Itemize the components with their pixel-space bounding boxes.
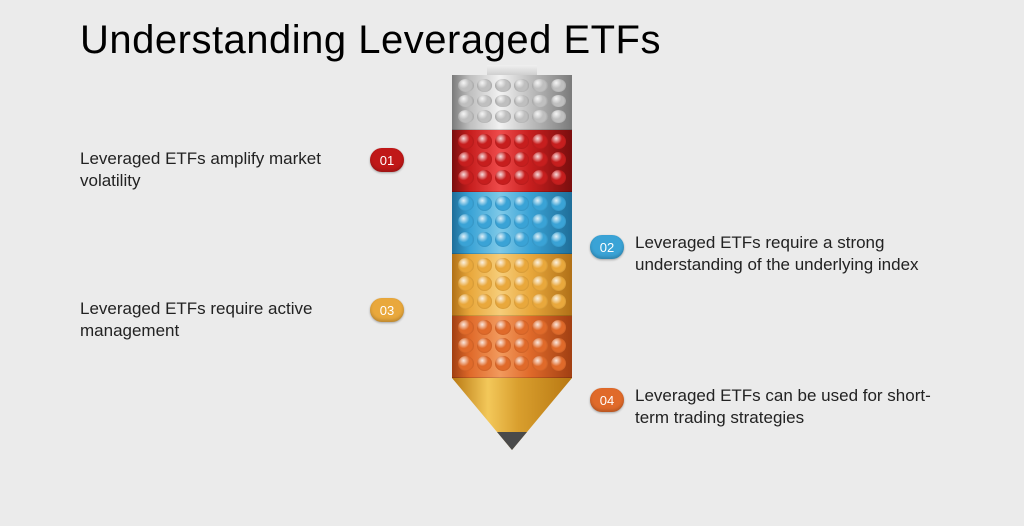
pencil-tip [452,378,572,448]
badge-04: 04 [590,388,624,412]
callout-02: Leveraged ETFs require a strong understa… [635,232,935,276]
pencil-graphic [452,75,572,448]
pencil-block-orange [452,316,572,378]
page-title: Understanding Leveraged ETFs [80,18,661,63]
callout-01: Leveraged ETFs amplify market volatility [80,148,340,192]
pencil-block-blue [452,192,572,254]
badge-03: 03 [370,298,404,322]
callout-03: Leveraged ETFs require active management [80,298,340,342]
pencil-block-yellow [452,254,572,316]
badge-02: 02 [590,235,624,259]
pencil-block-red [452,130,572,192]
callout-04: Leveraged ETFs can be used for short-ter… [635,385,935,429]
badge-01: 01 [370,148,404,172]
pencil-block-gray [452,75,572,130]
